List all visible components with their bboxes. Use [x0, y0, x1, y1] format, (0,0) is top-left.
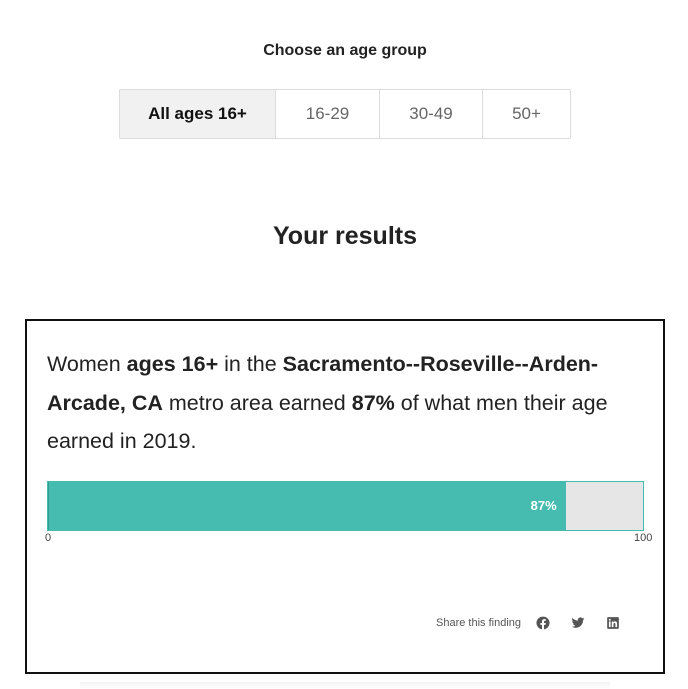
- twitter-icon[interactable]: [570, 616, 585, 631]
- age-tab-30-49[interactable]: 30-49: [380, 90, 483, 138]
- bottom-divider-shadow: [80, 682, 610, 689]
- finding-text-part: of what men their age earned in 2019.: [47, 390, 608, 454]
- bar-axis-max-label: 100: [634, 532, 653, 544]
- age-tab-50-plus[interactable]: 50+: [483, 90, 570, 138]
- share-label: Share this finding: [436, 617, 521, 629]
- share-row: Share this finding: [436, 614, 620, 632]
- linkedin-icon[interactable]: [605, 616, 620, 631]
- finding-text-part: metro area earned: [162, 390, 352, 415]
- finding-text: Women ages 16+ in the Sacramento--Rosevi…: [47, 345, 647, 461]
- age-group-heading: Choose an age group: [263, 42, 427, 59]
- results-heading: Your results: [272, 222, 418, 250]
- age-group-selector: All ages 16+ 16-29 30-49 50+: [119, 89, 571, 139]
- earnings-bar-fill: [48, 482, 566, 530]
- finding-text-part: in the: [218, 352, 283, 376]
- age-tab-16-29[interactable]: 16-29: [276, 90, 380, 138]
- finding-percent: 87%: [351, 390, 395, 415]
- finding-age: ages 16+: [126, 352, 219, 376]
- earnings-bar-track: 87%: [47, 481, 644, 531]
- facebook-icon[interactable]: [535, 616, 550, 631]
- finding-metro: Sacramento--Roseville--Arden-Arcade, CA: [47, 352, 599, 415]
- earnings-bar-value-label: 87%: [530, 498, 557, 513]
- age-tab-all-ages[interactable]: All ages 16+: [120, 90, 276, 138]
- bar-axis-min-label: 0: [45, 532, 52, 544]
- result-card: Women ages 16+ in the Sacramento--Rosevi…: [25, 319, 665, 674]
- finding-text-part: Women: [47, 352, 127, 376]
